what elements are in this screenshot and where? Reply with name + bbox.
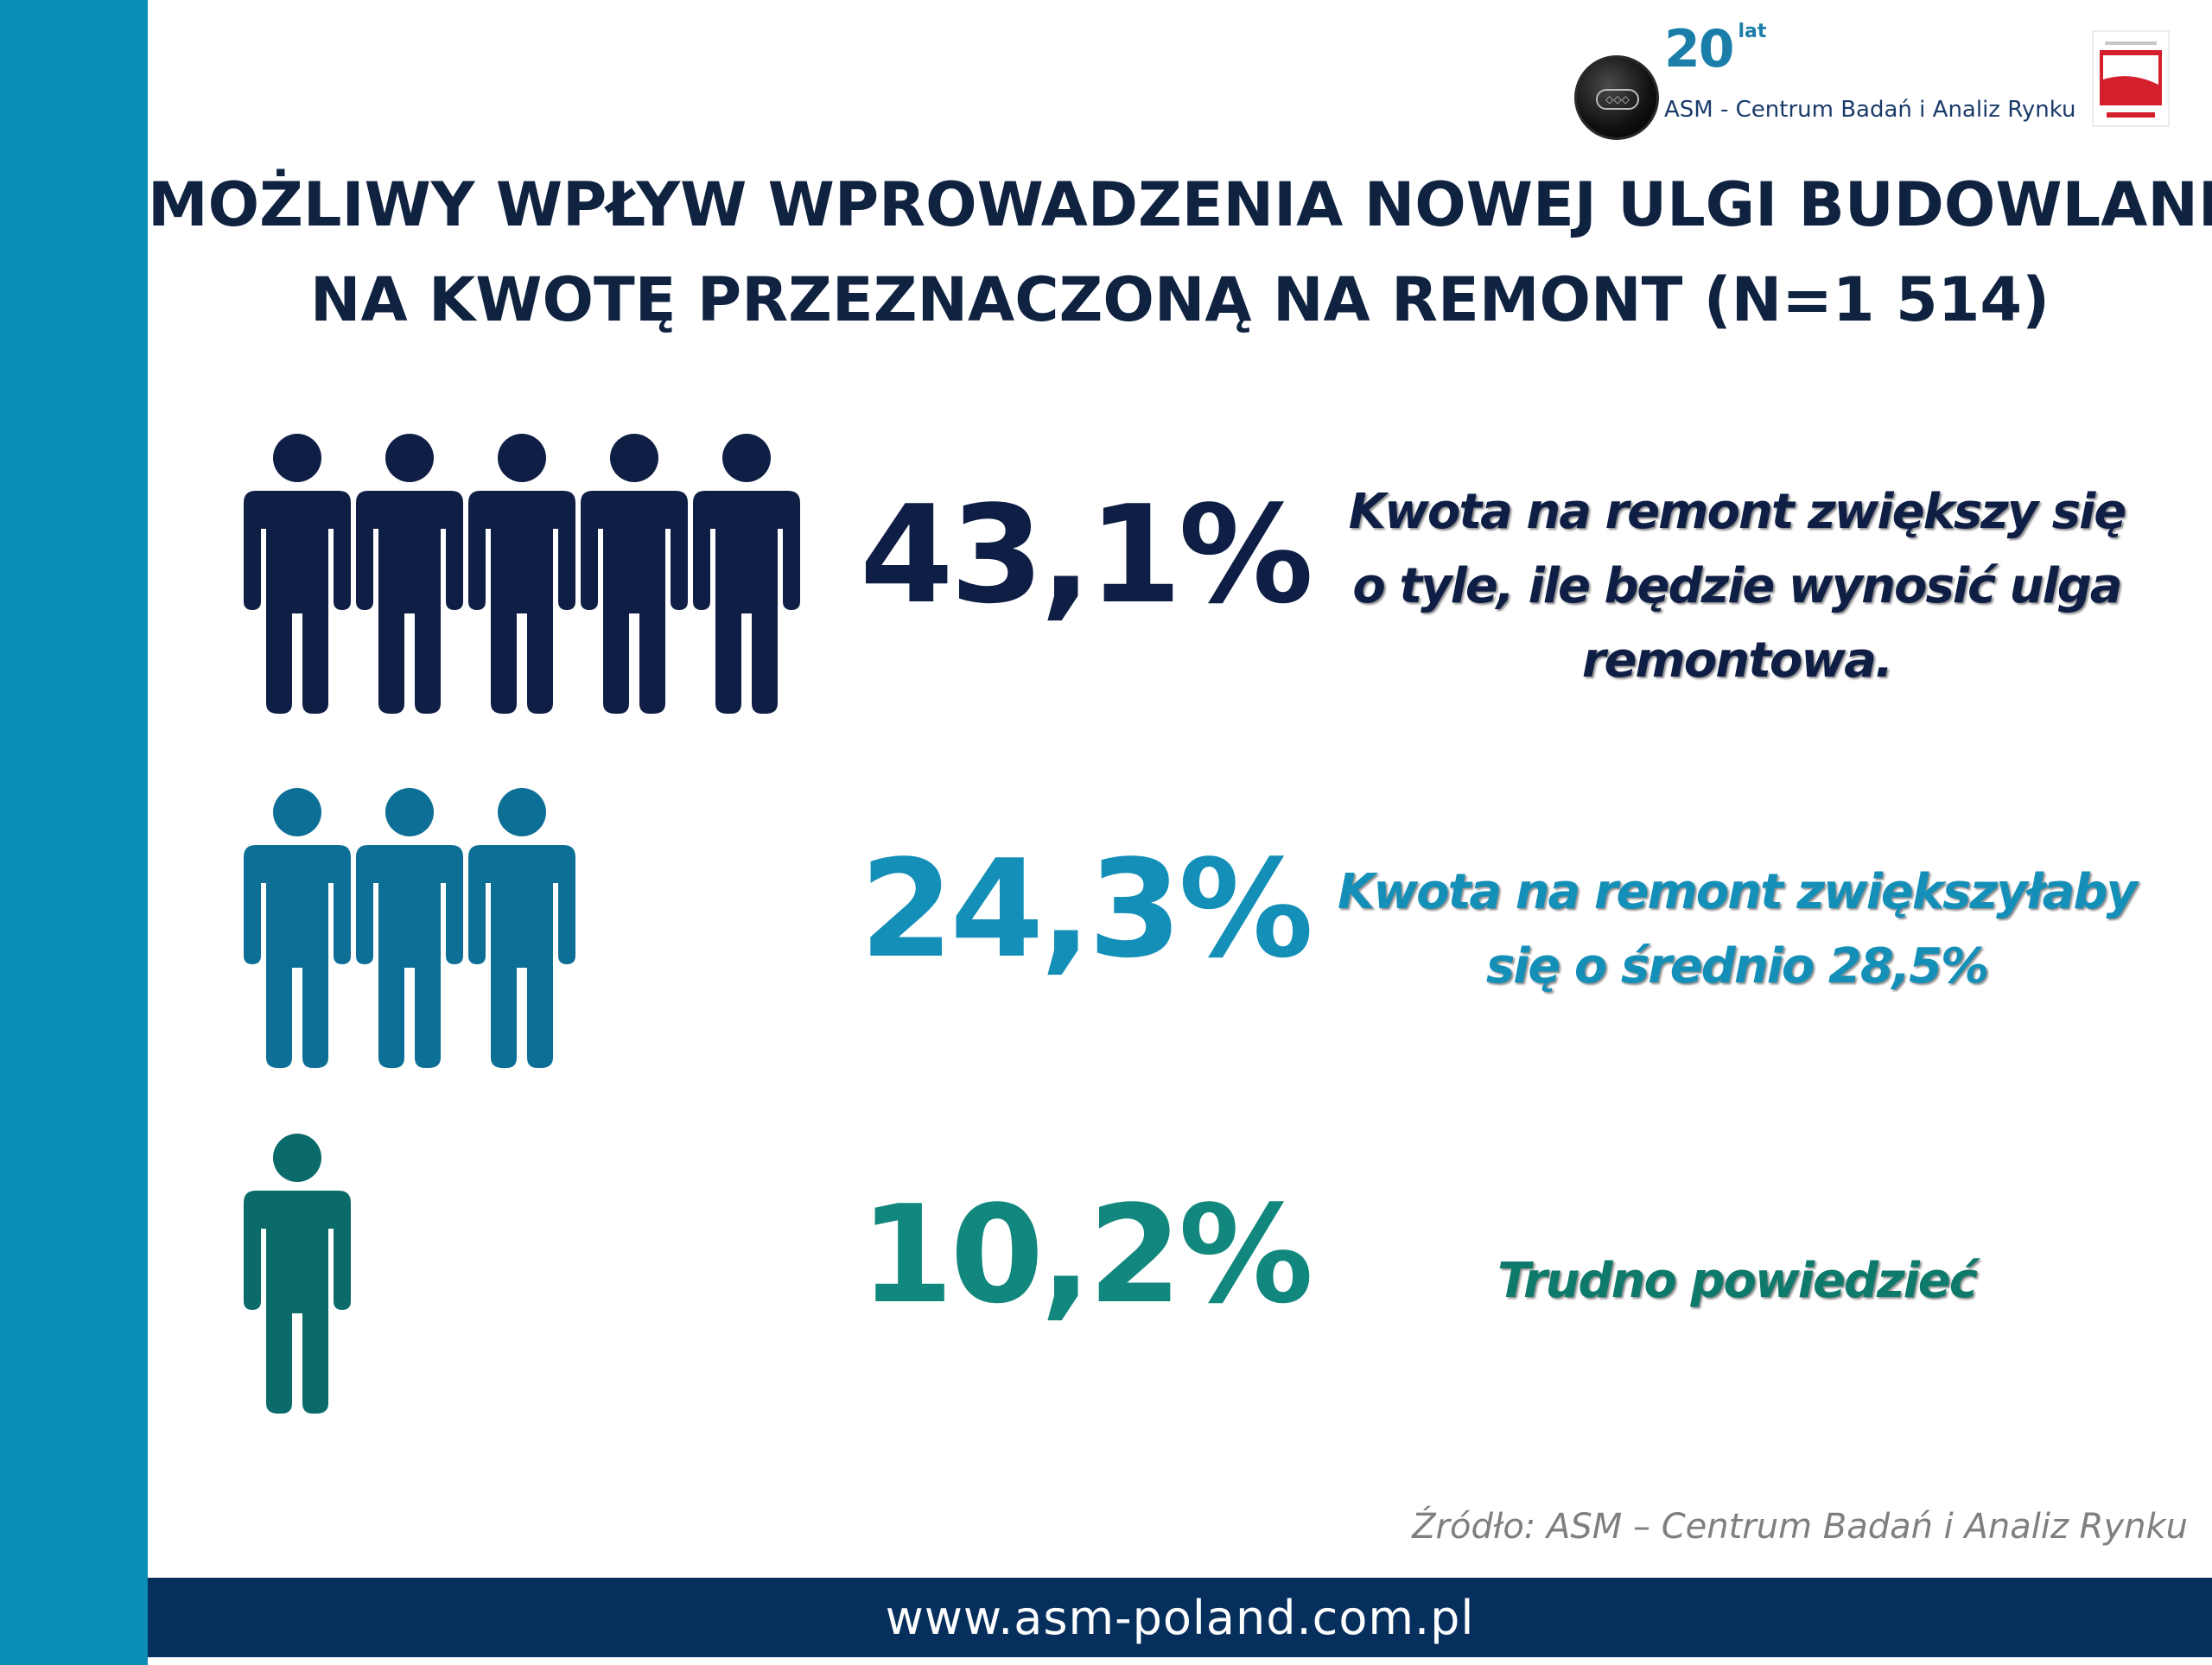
footer-website-link[interactable]: www.asm-poland.com.pl: [885, 1590, 1475, 1645]
person-icon: [581, 434, 688, 714]
person-icon: [468, 434, 575, 714]
description-row-1-line-3: remontowa.: [1581, 632, 1893, 689]
person-icon: [356, 434, 463, 714]
people-icons-row-3: [244, 1134, 351, 1414]
description-row-1: Kwota na remont zwiększy się o tyle, ile…: [1305, 475, 2169, 698]
footer-bar: www.asm-poland.com.pl: [148, 1578, 2212, 1657]
chart-row-3: 10,2% Trudno powiedzieć: [242, 1132, 2177, 1417]
percentage-value-row-3: 10,2%: [860, 1176, 1313, 1333]
company-name: ASM - Centrum Badań i Analiz Rynku: [1664, 97, 2076, 123]
description-row-3: Trudno powiedzieć: [1305, 1244, 2169, 1319]
source-note: Źródło: ASM – Centrum Badań i Analiz Ryn…: [1412, 1507, 2188, 1547]
asm-logo-icon[interactable]: ◇◇◇: [1574, 55, 1659, 140]
side-accent-bar: [0, 0, 148, 1665]
description-row-1-line-2: o tyle, ile będzie wynosić ulga: [1352, 558, 2122, 614]
people-icons-row-1: [244, 434, 800, 714]
asm-logo-mark: ◇◇◇: [1596, 89, 1639, 110]
anniversary-word: lat: [1738, 21, 1767, 42]
chart-row-1: 43,1% Kwota na remont zwiększy się o tyl…: [242, 432, 2177, 717]
description-row-1-line-1: Kwota na remont zwiększy się: [1348, 484, 2127, 540]
description-row-2: Kwota na remont zwiększyłaby się o średn…: [1305, 855, 2169, 1004]
person-icon: [244, 788, 351, 1068]
description-row-2-line-1: Kwota na remont zwiększyłaby: [1338, 864, 2138, 920]
teraz-polska-badge-icon: [2092, 30, 2170, 127]
person-icon: [244, 434, 351, 714]
percentage-value-row-1: 43,1%: [860, 476, 1313, 633]
anniversary-label: 20 lat: [1664, 19, 1766, 79]
percentage-value-row-2: 24,3%: [860, 830, 1313, 988]
description-row-2-line-2: się o średnio 28,5%: [1485, 938, 1989, 995]
title-line-1: MOŻLIWY WPŁYW WPROWADZENIA NOWEJ ULGI BU…: [148, 169, 2212, 240]
description-row-3-line-1: Trudno powiedzieć: [1497, 1253, 1978, 1309]
person-icon: [468, 788, 575, 1068]
header-logo-area: ◇◇◇ 20 lat ASM - Centrum Badań i Analiz R…: [1574, 19, 2196, 140]
person-icon: [244, 1134, 351, 1414]
person-icon: [693, 434, 800, 714]
chart-row-2: 24,3% Kwota na remont zwiększyłaby się o…: [242, 786, 2177, 1071]
person-icon: [356, 788, 463, 1068]
slide-title: MOŻLIWY WPŁYW WPROWADZENIA NOWEJ ULGI BU…: [148, 157, 2212, 347]
people-icons-row-2: [244, 788, 575, 1068]
anniversary-number: 20: [1664, 19, 1734, 79]
title-line-2: NA KWOTĘ PRZEZNACZONĄ NA REMONT (N=1 514…: [309, 264, 2050, 335]
